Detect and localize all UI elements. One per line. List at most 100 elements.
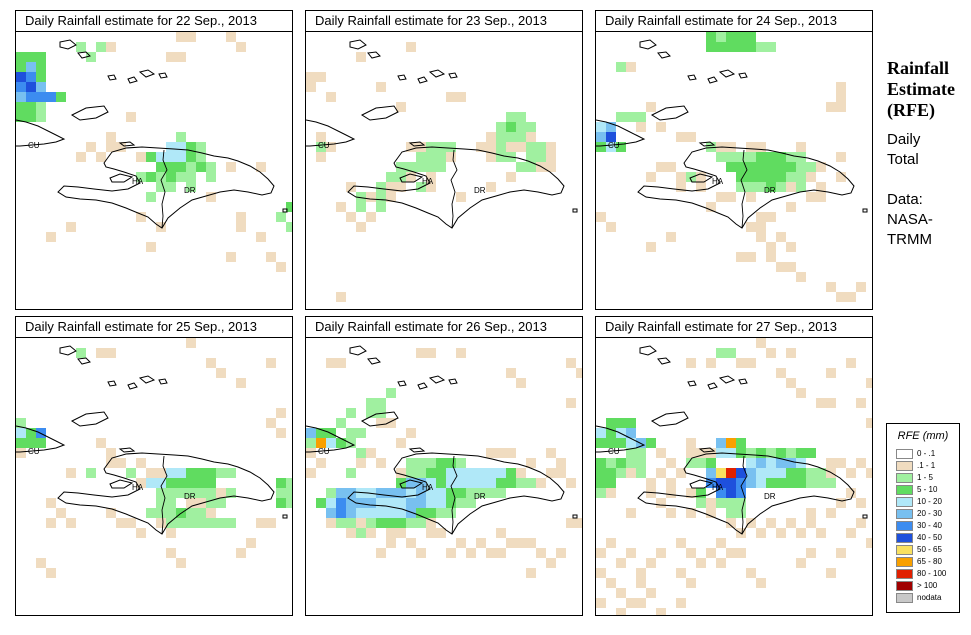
rainfall-cell — [166, 52, 176, 62]
rainfall-cell — [466, 548, 476, 558]
rainfall-cell — [636, 448, 646, 458]
rainfall-cell — [726, 32, 736, 42]
map-svg: CU HA DR — [16, 338, 292, 578]
rainfall-cell — [696, 458, 706, 468]
rainfall-cell — [326, 142, 336, 152]
rainfall-cell — [566, 478, 576, 488]
rainfall-cell — [596, 488, 606, 498]
coastline-path — [639, 39, 657, 50]
coastline-path — [77, 357, 91, 365]
rainfall-cell — [366, 528, 376, 538]
rainfall-cell — [116, 458, 126, 468]
rainfall-cell — [166, 508, 176, 518]
rainfall-cell — [766, 172, 776, 182]
rainfall-cell — [726, 498, 736, 508]
rainfall-cell — [206, 192, 216, 202]
rainfall-cell — [536, 478, 546, 488]
rainfall-cell — [666, 488, 676, 498]
rainfall-cell — [376, 418, 386, 428]
rainfall-cell — [156, 182, 166, 192]
rainfall-cell — [236, 212, 246, 222]
rainfall-cell — [656, 122, 666, 132]
rainfall-cell — [166, 498, 176, 508]
rainfall-cell — [36, 62, 46, 72]
rainfall-cell — [206, 498, 216, 508]
rainfall-cell — [716, 348, 726, 358]
rainfall-cell — [36, 112, 46, 122]
rainfall-cell — [506, 368, 516, 378]
rainfall-cell — [776, 152, 786, 162]
rainfall-cell — [706, 358, 716, 368]
rainfall-cell — [436, 458, 446, 468]
rainfall-cell — [16, 428, 26, 438]
rainfall-cell — [796, 558, 806, 568]
rainfall-cell — [706, 448, 716, 458]
rainfall-cell — [856, 458, 866, 468]
rainfall-cell — [726, 152, 736, 162]
rainfall-cell — [656, 468, 666, 478]
rainfall-cell — [616, 458, 626, 468]
rainfall-cell — [336, 438, 346, 448]
panel-title: Daily Rainfall estimate for 24 Sep., 201… — [595, 10, 873, 32]
rainfall-cell — [46, 92, 56, 102]
rainfall-cell — [156, 508, 166, 518]
rainfall-cell — [836, 152, 846, 162]
rainfall-cell — [696, 182, 706, 192]
rainfall-cell — [666, 232, 676, 242]
product-title: Rainfall Estimate (RFE) — [887, 58, 955, 121]
rainfall-cell — [616, 142, 626, 152]
rainfall-cell — [526, 538, 536, 548]
country-label-cu: CU — [608, 447, 620, 456]
rainfall-cell — [446, 458, 456, 468]
rainfall-cell — [606, 488, 616, 498]
rainfall-cell — [836, 102, 846, 112]
rainfall-cell — [626, 468, 636, 478]
rainfall-cell — [386, 538, 396, 548]
rainfall-cell — [196, 162, 206, 172]
rainfall-cell — [526, 142, 536, 152]
rainfall-cell — [96, 438, 106, 448]
rainfall-cell — [726, 142, 736, 152]
map-svg: CU HA DR — [306, 345, 582, 578]
rainfall-cell — [596, 478, 606, 488]
rainfall-cell — [646, 172, 656, 182]
rainfall-cell — [176, 132, 186, 142]
rainfall-cell — [166, 488, 176, 498]
rainfall-cell — [106, 448, 116, 458]
rainfall-cell — [496, 142, 506, 152]
rainfall-cell — [626, 548, 636, 558]
rainfall-cell — [656, 162, 666, 172]
rainfall-cell — [496, 152, 506, 162]
rainfall-cell — [516, 122, 526, 132]
rainfall-cell — [646, 588, 656, 598]
country-label-cu: CU — [28, 447, 40, 456]
rainfall-cell — [796, 162, 806, 172]
rainfall-cell — [736, 548, 746, 558]
rainfall-cell — [276, 498, 286, 508]
rainfall-cell — [596, 122, 606, 132]
rainfall-cell — [746, 162, 756, 172]
rainfall-cell — [26, 62, 36, 72]
rainfall-cell — [326, 488, 336, 498]
rainfall-cell — [106, 508, 116, 518]
rainfall-cell — [796, 142, 806, 152]
rainfall-cell — [706, 202, 716, 212]
rainfall-cell — [236, 378, 246, 388]
rainfall-cell — [306, 468, 316, 478]
rainfall-grid — [596, 338, 872, 615]
rainfall-cell — [426, 528, 436, 538]
rainfall-cell — [236, 222, 246, 232]
data-source-text: Data: NASA- TRMM — [887, 190, 933, 250]
rainfall-cell — [636, 458, 646, 468]
rainfall-cell — [326, 508, 336, 518]
rainfall-cell — [726, 162, 736, 172]
legend-label: 65 - 80 — [917, 557, 942, 566]
rainfall-cell — [186, 182, 196, 192]
rainfall-cell — [356, 528, 366, 538]
rainfall-cell — [226, 488, 236, 498]
rainfall-cell — [706, 508, 716, 518]
rainfall-cell — [656, 548, 666, 558]
legend-swatch — [896, 545, 913, 555]
rainfall-cell — [446, 468, 456, 478]
rainfall-cell — [376, 488, 386, 498]
